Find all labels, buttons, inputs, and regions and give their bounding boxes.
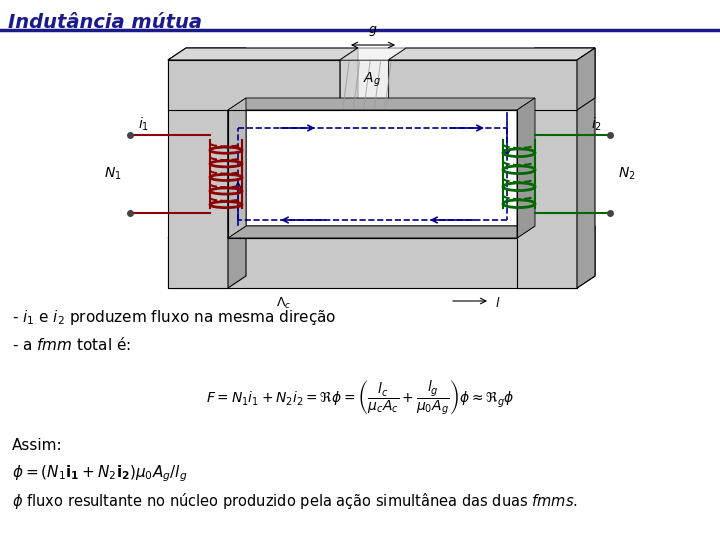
- Polygon shape: [388, 48, 595, 60]
- Polygon shape: [228, 98, 246, 238]
- Text: $\phi$ fluxo resultante no núcleo produzido pela ação simultânea das duas $\math: $\phi$ fluxo resultante no núcleo produz…: [12, 491, 578, 511]
- Polygon shape: [340, 48, 358, 110]
- Polygon shape: [517, 98, 535, 238]
- Text: - $i_1$ e $i_2$ produzem fluxo na mesma direção: - $i_1$ e $i_2$ produzem fluxo na mesma …: [12, 308, 336, 327]
- Polygon shape: [577, 226, 595, 288]
- Text: $F = N_1 i_1 + N_2 i_2 = \Re\phi = \left(\dfrac{l_c}{\mu_c A_c} + \dfrac{l_g}{\m: $F = N_1 i_1 + N_2 i_2 = \Re\phi = \left…: [206, 378, 514, 417]
- Text: $\Lambda_c$: $\Lambda_c$: [276, 296, 292, 311]
- Polygon shape: [228, 226, 535, 238]
- Polygon shape: [228, 48, 246, 288]
- Polygon shape: [340, 60, 388, 110]
- Text: $l$: $l$: [495, 296, 500, 310]
- Polygon shape: [577, 48, 595, 110]
- Polygon shape: [340, 48, 406, 60]
- Polygon shape: [577, 48, 595, 288]
- Polygon shape: [517, 60, 577, 288]
- Text: $i_1$: $i_1$: [138, 116, 149, 133]
- Polygon shape: [228, 98, 535, 110]
- Polygon shape: [388, 60, 577, 110]
- Text: $i_2$: $i_2$: [591, 116, 602, 133]
- Text: $g$: $g$: [368, 24, 378, 38]
- Text: $N_1$: $N_1$: [104, 166, 122, 182]
- Polygon shape: [168, 238, 577, 288]
- Text: Assim:: Assim:: [12, 438, 63, 453]
- Polygon shape: [168, 226, 595, 238]
- Text: - a $\mathit{fmm}$ total é:: - a $\mathit{fmm}$ total é:: [12, 336, 131, 353]
- Polygon shape: [168, 60, 228, 288]
- Text: $\phi= (N_1\mathbf{i_1}+N_2\mathbf{i_2})\mu_0 A_g/l_g$: $\phi= (N_1\mathbf{i_1}+N_2\mathbf{i_2})…: [12, 463, 187, 484]
- Text: $N_2$: $N_2$: [618, 166, 636, 182]
- Text: $A_g$: $A_g$: [363, 71, 381, 89]
- Polygon shape: [168, 60, 340, 110]
- Text: Indutância mútua: Indutância mútua: [8, 13, 202, 32]
- Polygon shape: [517, 48, 595, 60]
- Polygon shape: [168, 48, 246, 60]
- Polygon shape: [168, 48, 358, 60]
